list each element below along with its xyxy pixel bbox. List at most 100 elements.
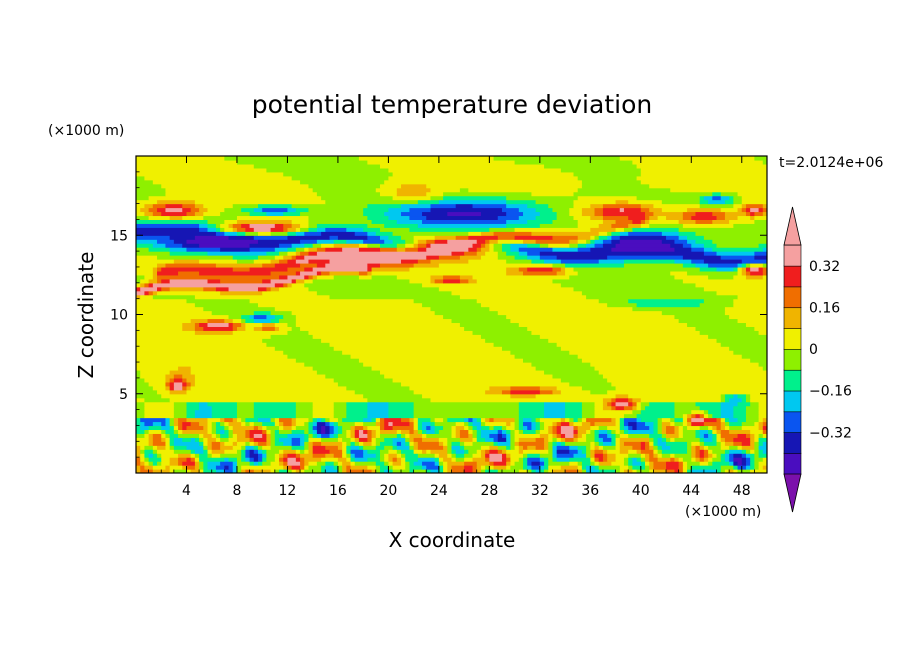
field-cell <box>375 465 381 470</box>
field-cell <box>413 469 427 473</box>
field-cell <box>623 417 638 423</box>
field-cell <box>413 413 520 419</box>
field-cell <box>687 207 722 213</box>
field-cell <box>295 401 314 407</box>
field-cell <box>190 207 200 213</box>
field-cell <box>577 175 638 181</box>
field-cell <box>594 207 604 213</box>
field-cell <box>346 445 352 450</box>
field-cell <box>274 429 280 434</box>
field-cell <box>539 421 545 427</box>
field-cell <box>350 465 368 470</box>
field-cell <box>468 429 474 434</box>
field-cell <box>325 262 368 268</box>
field-cell <box>215 429 221 434</box>
field-cell <box>291 465 301 470</box>
field-cell <box>253 433 263 438</box>
field-cell <box>401 433 406 438</box>
field-cell <box>497 251 507 256</box>
field-cell <box>333 425 339 431</box>
field-cell <box>136 409 146 415</box>
field-cell <box>224 156 360 161</box>
field-cell <box>754 461 760 466</box>
field-cell <box>140 469 154 473</box>
field-cell <box>194 302 259 308</box>
field-cell <box>745 322 767 327</box>
field-cell <box>489 449 499 454</box>
field-cell <box>733 453 743 458</box>
field-cell <box>510 429 516 434</box>
field-cell <box>220 421 225 427</box>
field-cell <box>392 377 562 383</box>
field-cell <box>750 262 764 268</box>
field-cell <box>337 465 343 470</box>
field-cell <box>300 262 318 268</box>
field-cell <box>169 457 179 462</box>
field-cell <box>750 453 755 458</box>
field-cell <box>451 433 457 438</box>
field-cell <box>392 465 406 470</box>
field-cell <box>358 358 524 363</box>
field-cell <box>342 429 347 434</box>
field-cell <box>523 425 528 431</box>
field-cell <box>367 409 389 415</box>
field-cell <box>464 457 474 462</box>
field-cell <box>712 429 718 434</box>
field-cell <box>489 445 499 450</box>
field-cell <box>762 207 767 213</box>
field-cell <box>443 457 453 462</box>
field-cell <box>598 231 608 236</box>
field-cell <box>455 453 465 458</box>
field-cell <box>455 429 461 434</box>
field-cell <box>750 358 767 363</box>
field-cell <box>598 429 608 434</box>
field-cell <box>203 286 217 292</box>
field-cell <box>241 318 246 324</box>
field-cell <box>274 223 284 228</box>
field-cell <box>270 318 280 324</box>
field-cell <box>577 429 587 434</box>
field-cell <box>586 453 591 458</box>
field-cell <box>695 453 701 458</box>
field-cell <box>228 314 242 320</box>
field-cell <box>157 389 171 395</box>
field-cell <box>283 441 293 446</box>
field-cell <box>245 326 255 331</box>
field-cell <box>506 421 511 427</box>
field-cell <box>565 266 575 272</box>
field-cell <box>136 354 289 359</box>
field-cell <box>379 369 545 375</box>
field-cell <box>527 469 533 473</box>
field-cell <box>514 445 520 450</box>
field-cell <box>257 239 301 244</box>
colorbar-box <box>783 348 802 371</box>
field-cell <box>674 274 709 280</box>
field-cell <box>657 453 663 458</box>
field-cell <box>396 274 432 280</box>
field-cell <box>544 437 549 442</box>
colorbar-box <box>783 286 802 309</box>
field-cell <box>417 199 440 205</box>
field-cell <box>199 441 204 446</box>
field-cell <box>308 449 314 454</box>
field-cell <box>236 227 246 232</box>
field-cell <box>241 314 251 320</box>
field-cell <box>501 346 562 351</box>
field-cell <box>565 413 583 419</box>
field-cell <box>236 219 293 224</box>
field-cell <box>161 457 171 462</box>
field-cell <box>136 239 158 244</box>
field-cell <box>165 187 314 193</box>
field-cell <box>333 409 347 415</box>
field-cell <box>220 433 230 438</box>
field-cell <box>535 393 617 399</box>
field-cell <box>316 421 326 427</box>
field-cell <box>594 437 600 442</box>
field-cell <box>295 358 360 363</box>
field-cell <box>346 405 368 411</box>
field-cell <box>497 469 520 473</box>
field-cell <box>312 453 326 458</box>
field-cell <box>720 441 726 446</box>
field-cell <box>308 247 318 252</box>
field-cell <box>199 207 209 213</box>
